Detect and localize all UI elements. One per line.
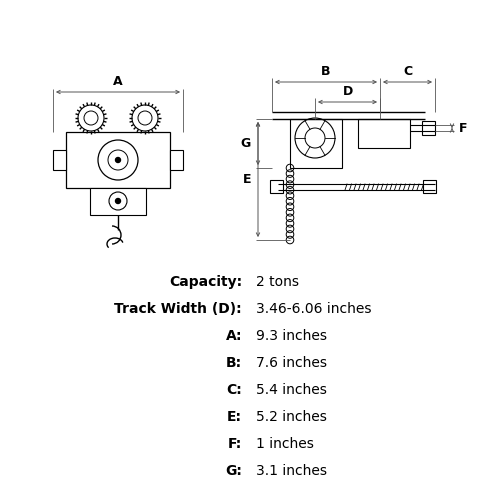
Bar [53,150,66,170]
Bar [290,119,342,168]
Text: 5.2 inches: 5.2 inches [256,410,327,424]
Text: 3.46-6.06 inches: 3.46-6.06 inches [256,302,372,316]
Bar [66,132,170,188]
Text: A:: A: [226,329,242,343]
Text: 5.4 inches: 5.4 inches [256,383,327,397]
Text: B:: B: [226,356,242,370]
Text: 7.6 inches: 7.6 inches [256,356,327,370]
Bar [90,188,146,215]
Bar [422,121,435,135]
Text: 3.1 inches: 3.1 inches [256,464,327,478]
Circle shape [116,158,120,162]
Text: 1 inches: 1 inches [256,437,314,451]
Text: A: A [113,75,123,88]
Text: C:: C: [226,383,242,397]
Text: C: C [403,65,412,78]
Text: B: B [321,65,331,78]
Text: D: D [342,85,352,98]
Bar [358,119,410,148]
Circle shape [116,198,120,203]
Text: F: F [459,122,468,134]
Bar [423,180,436,193]
Text: 9.3 inches: 9.3 inches [256,329,327,343]
Text: E: E [242,173,251,186]
Bar [270,180,283,193]
Text: F:: F: [228,437,242,451]
Text: Track Width (D):: Track Width (D): [114,302,242,316]
Text: Capacity:: Capacity: [169,275,242,289]
Text: G:: G: [225,464,242,478]
Bar [170,150,183,170]
Text: E:: E: [227,410,242,424]
Text: G: G [241,137,251,150]
Text: 2 tons: 2 tons [256,275,299,289]
